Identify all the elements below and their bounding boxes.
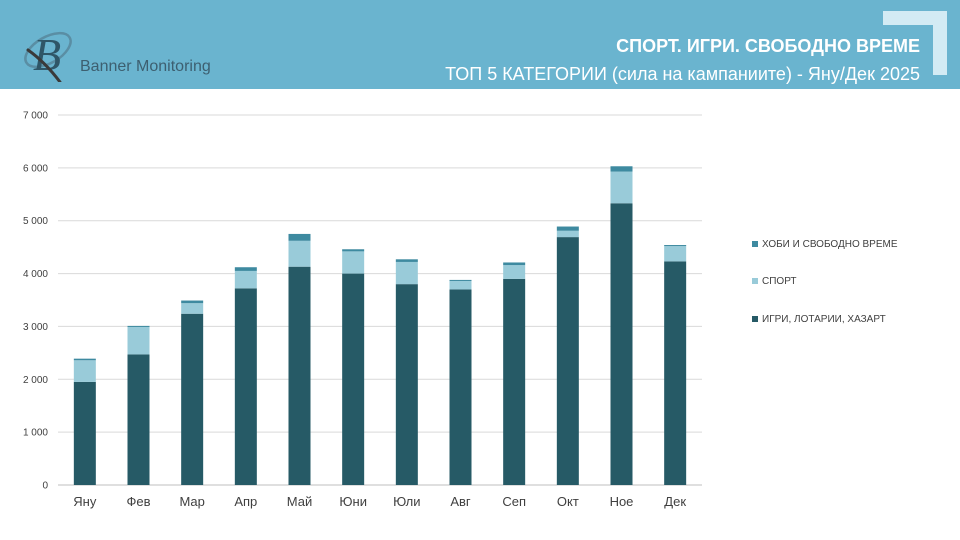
- y-axis-tick-labels: 0 1 000 2 000 3 000 4 000 5 000 6 000 7 000: [23, 111, 48, 492]
- bar-segment-hobi: [395, 259, 418, 262]
- x-tick-label: Мар: [179, 494, 204, 509]
- legend-item-sport: СПОРТ: [752, 275, 797, 287]
- legend-swatch-igri: [752, 316, 758, 322]
- legend-swatch-sport: [752, 278, 758, 284]
- gridlines: [58, 114, 702, 486]
- y-tick-label: 5 000: [23, 216, 48, 227]
- bar-segment-sport: [449, 280, 472, 290]
- x-tick-label: Дек: [664, 494, 686, 509]
- bar-segment-igri: [556, 237, 579, 485]
- bar-segment-hobi: [342, 249, 365, 252]
- bar-segment-hobi: [503, 262, 526, 266]
- x-tick-label: Май: [287, 494, 312, 509]
- bar-segment-sport: [503, 265, 526, 279]
- x-tick-label: Юли: [393, 494, 420, 509]
- bar-segment-hobi: [127, 325, 150, 327]
- bar-segment-igri: [288, 266, 311, 485]
- bar-segment-sport: [127, 326, 150, 355]
- x-axis-tick-labels: Яну Фев Мар Апр Май Юни Юли Авг Сеп Окт Ное Дек: [73, 494, 686, 509]
- x-tick-label: Яну: [73, 494, 97, 509]
- bar-segment-igri: [449, 289, 472, 485]
- bar-segment-hobi: [610, 166, 633, 172]
- x-tick-label: Фев: [126, 494, 150, 509]
- bar-segment-hobi: [73, 358, 96, 361]
- bar-segment-igri: [342, 273, 365, 485]
- x-tick-label: Окт: [557, 494, 579, 509]
- logo-text: Banner Monitoring: [80, 58, 211, 75]
- page-subtitle: ТОП 5 КАТЕГОРИИ (сила на кампаниите) - Я…: [445, 64, 920, 84]
- corner-bracket-icon: [883, 11, 947, 75]
- legend-item-hobi: ХОБИ И СВОБОДНО ВРЕМЕ: [752, 238, 898, 250]
- banner-monitoring-logo-icon: B: [24, 29, 72, 82]
- bar-segment-sport: [556, 230, 579, 238]
- y-tick-label: 0: [42, 481, 48, 492]
- legend-label-hobi: ХОБИ И СВОБОДНО ВРЕМЕ: [762, 238, 898, 250]
- bar-segment-hobi: [234, 267, 257, 271]
- bar-segment-hobi: [664, 245, 687, 247]
- legend-item-igri: ИГРИ, ЛОТАРИИ, ХАЗАРТ: [752, 313, 886, 325]
- header-banner: B Banner Monitoring СПОРТ. ИГРИ. СВОБОДН…: [0, 0, 960, 89]
- x-tick-label: Ное: [610, 494, 634, 509]
- bar-segment-hobi: [449, 279, 472, 281]
- stacked-bar-chart: 0 1 000 2 000 3 000 4 000 5 000 6 000 7 000 Яну…: [23, 111, 702, 509]
- bar-segment-sport: [395, 261, 418, 285]
- bar-segment-sport: [234, 270, 257, 289]
- x-tick-label: Сеп: [502, 494, 526, 509]
- y-tick-label: 7 000: [23, 111, 48, 122]
- y-tick-label: 2 000: [23, 375, 48, 386]
- legend-swatch-hobi: [752, 241, 758, 247]
- bar-segment-igri: [610, 203, 633, 485]
- y-tick-label: 3 000: [23, 322, 48, 333]
- y-tick-label: 1 000: [23, 428, 48, 439]
- bar-segment-sport: [73, 360, 96, 382]
- bar-segment-igri: [664, 261, 687, 485]
- bar-segment-igri: [234, 288, 257, 485]
- bar-segment-igri: [73, 381, 96, 485]
- x-tick-label: Авг: [450, 494, 471, 509]
- bar-segment-sport: [664, 246, 687, 262]
- bar-segment-igri: [395, 284, 418, 485]
- bar-segment-hobi: [181, 300, 204, 304]
- x-tick-label: Апр: [234, 494, 257, 509]
- bar-segment-hobi: [556, 226, 579, 231]
- bar-segment-hobi: [288, 233, 311, 241]
- y-tick-label: 6 000: [23, 163, 48, 174]
- bar-segment-sport: [610, 171, 633, 204]
- svg-text:B: B: [33, 29, 61, 80]
- page-title: СПОРТ. ИГРИ. СВОБОДНО ВРЕМЕ: [616, 36, 920, 56]
- bar-segment-igri: [503, 278, 526, 485]
- bar-segment-sport: [181, 303, 204, 314]
- legend-label-igri: ИГРИ, ЛОТАРИИ, ХАЗАРТ: [762, 313, 886, 325]
- x-tick-label: Юни: [339, 494, 367, 509]
- y-tick-label: 4 000: [23, 269, 48, 280]
- bar-segment-sport: [342, 251, 365, 274]
- bar-segment-igri: [181, 313, 204, 485]
- bar-segment-sport: [288, 240, 311, 267]
- legend-label-sport: СПОРТ: [762, 275, 797, 287]
- bars: [73, 166, 687, 485]
- bar-segment-igri: [127, 354, 150, 485]
